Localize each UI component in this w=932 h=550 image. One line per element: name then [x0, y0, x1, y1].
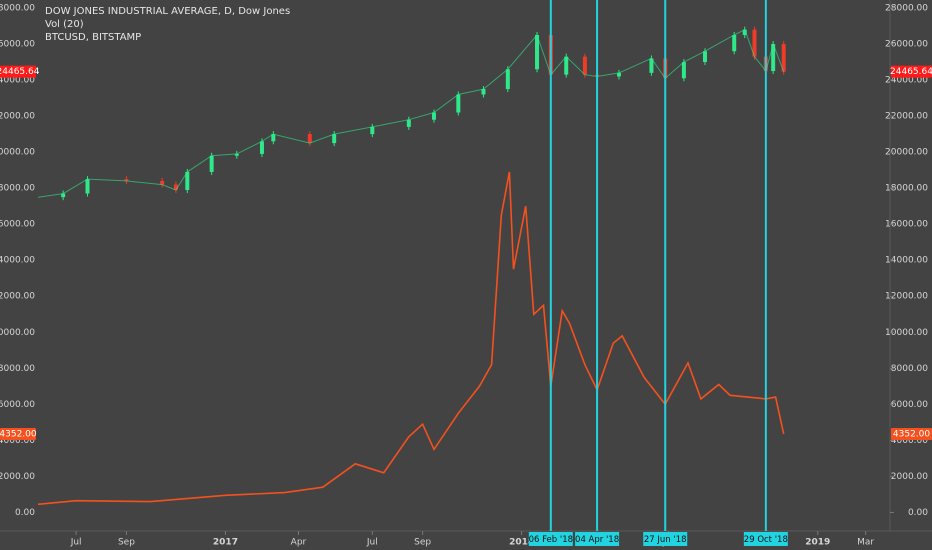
y-tick-label: 12000.00: [0, 292, 35, 302]
y-tick-label: 10000.00: [0, 328, 35, 338]
candle-body: [535, 35, 540, 70]
event-tag: [743, 532, 788, 546]
y-tick-label: 28000.00: [0, 4, 35, 14]
y-tick-label: 14000.00: [0, 256, 35, 266]
y-tick-label: 4000.00: [0, 436, 35, 446]
event-tag: [575, 532, 620, 546]
candle-body: [702, 51, 707, 63]
candle-body: [456, 94, 461, 113]
y-tick-label: 20000.00: [0, 148, 35, 158]
event-label: 27 Jun '18: [644, 535, 687, 545]
candle-body: [332, 134, 337, 144]
candle-body: [649, 58, 654, 73]
candle-body: [752, 29, 757, 57]
candle-body: [742, 29, 747, 36]
series-name: BTCUSD, BITSTAMP: [45, 32, 141, 43]
y-tick-label: 2000.00: [0, 472, 35, 482]
y2-tick-label: 24000.00: [885, 76, 928, 86]
x-tick-label: Jul: [366, 538, 378, 548]
candle-body: [771, 44, 776, 72]
y-tick-label: 18000.00: [0, 184, 35, 194]
candle-body: [681, 62, 686, 79]
y2-tick-label: 18000.00: [885, 184, 928, 194]
candle-body: [616, 72, 621, 77]
y-tick-label: 22000.00: [0, 112, 35, 122]
candle-body: [173, 184, 178, 190]
x-tick-label: Sep: [118, 538, 135, 548]
event-tag: [643, 532, 688, 546]
event-label: 04 Apr '18: [575, 535, 619, 545]
y2-tick-label: 28000.00: [885, 4, 928, 14]
x-tick-label: Mar: [857, 538, 874, 548]
candle-body: [564, 56, 569, 75]
x-tick-label: 2019: [805, 538, 830, 548]
event-tag: [528, 532, 573, 546]
x-tick-label: Apr: [291, 538, 307, 548]
candle-body: [124, 179, 129, 181]
candle-body: [732, 35, 737, 52]
candle-body: [259, 141, 264, 154]
candle-body: [61, 193, 66, 198]
y2-tick-label: 10000.00: [885, 328, 928, 338]
x-tick-label: 2017: [213, 538, 238, 548]
x-tick-label: 2018: [509, 538, 534, 548]
y2-tick-label: 2000.00: [891, 472, 928, 482]
y2-tick-label: 14000.00: [885, 256, 928, 266]
candle-body: [85, 179, 90, 194]
y2-tick-label: 22000.00: [885, 112, 928, 122]
price-line: [37, 171, 785, 506]
y2-tick-label: 20000.00: [885, 148, 928, 158]
candle-body: [406, 119, 411, 127]
candle-body: [185, 171, 190, 190]
last-price-label: 4352.00: [893, 430, 930, 440]
price-line: [37, 28, 785, 198]
y2-tick-label: 0.00: [908, 508, 928, 518]
candle-body: [271, 134, 276, 142]
candle-body: [481, 89, 486, 95]
y-tick-label: 16000.00: [0, 220, 35, 230]
last-price-tag: [891, 428, 932, 441]
candle-body: [505, 69, 510, 90]
y2-tick-label: 8000.00: [891, 364, 928, 374]
y-tick-label: 24000.00: [0, 76, 35, 86]
y-tick-label: 8000.00: [0, 364, 35, 374]
event-label: 06 Feb '18: [529, 535, 573, 545]
last-price-tag: [891, 65, 932, 78]
candle-body: [234, 153, 239, 156]
candle-body: [431, 112, 436, 120]
candle-body: [370, 126, 375, 135]
y2-tick-label: 6000.00: [891, 400, 928, 410]
chart-title: DOW JONES INDUSTRIAL AVERAGE, D, Dow Jon…: [45, 6, 290, 17]
plot: [37, 26, 786, 506]
candle-body: [307, 134, 312, 144]
subtitle: Vol (20): [45, 19, 84, 30]
last-price-label: 24465.64: [0, 67, 40, 77]
y-tick-label: 6000.00: [0, 400, 35, 410]
event-label: 29 Oct '18: [744, 535, 788, 545]
last-price-label: 4352.00: [0, 430, 37, 440]
y-tick-label: 0.00: [15, 508, 35, 518]
candle-body: [781, 44, 786, 72]
candle-body: [209, 155, 214, 172]
y2-tick-label: 4000.00: [891, 436, 928, 446]
y2-tick-label: 26000.00: [885, 40, 928, 50]
candle-body: [160, 180, 165, 185]
y2-tick-label: 12000.00: [885, 292, 928, 302]
y-tick-label: 26000.00: [0, 40, 35, 50]
last-price-label: 24465.64: [890, 67, 932, 77]
x-tick-label: Jul: [70, 538, 82, 548]
x-tick-label: Sep: [414, 538, 431, 548]
last-price-tag: [0, 65, 36, 78]
y2-tick-label: 16000.00: [885, 220, 928, 230]
candle-body: [582, 56, 587, 75]
last-price-tag: [0, 428, 36, 441]
